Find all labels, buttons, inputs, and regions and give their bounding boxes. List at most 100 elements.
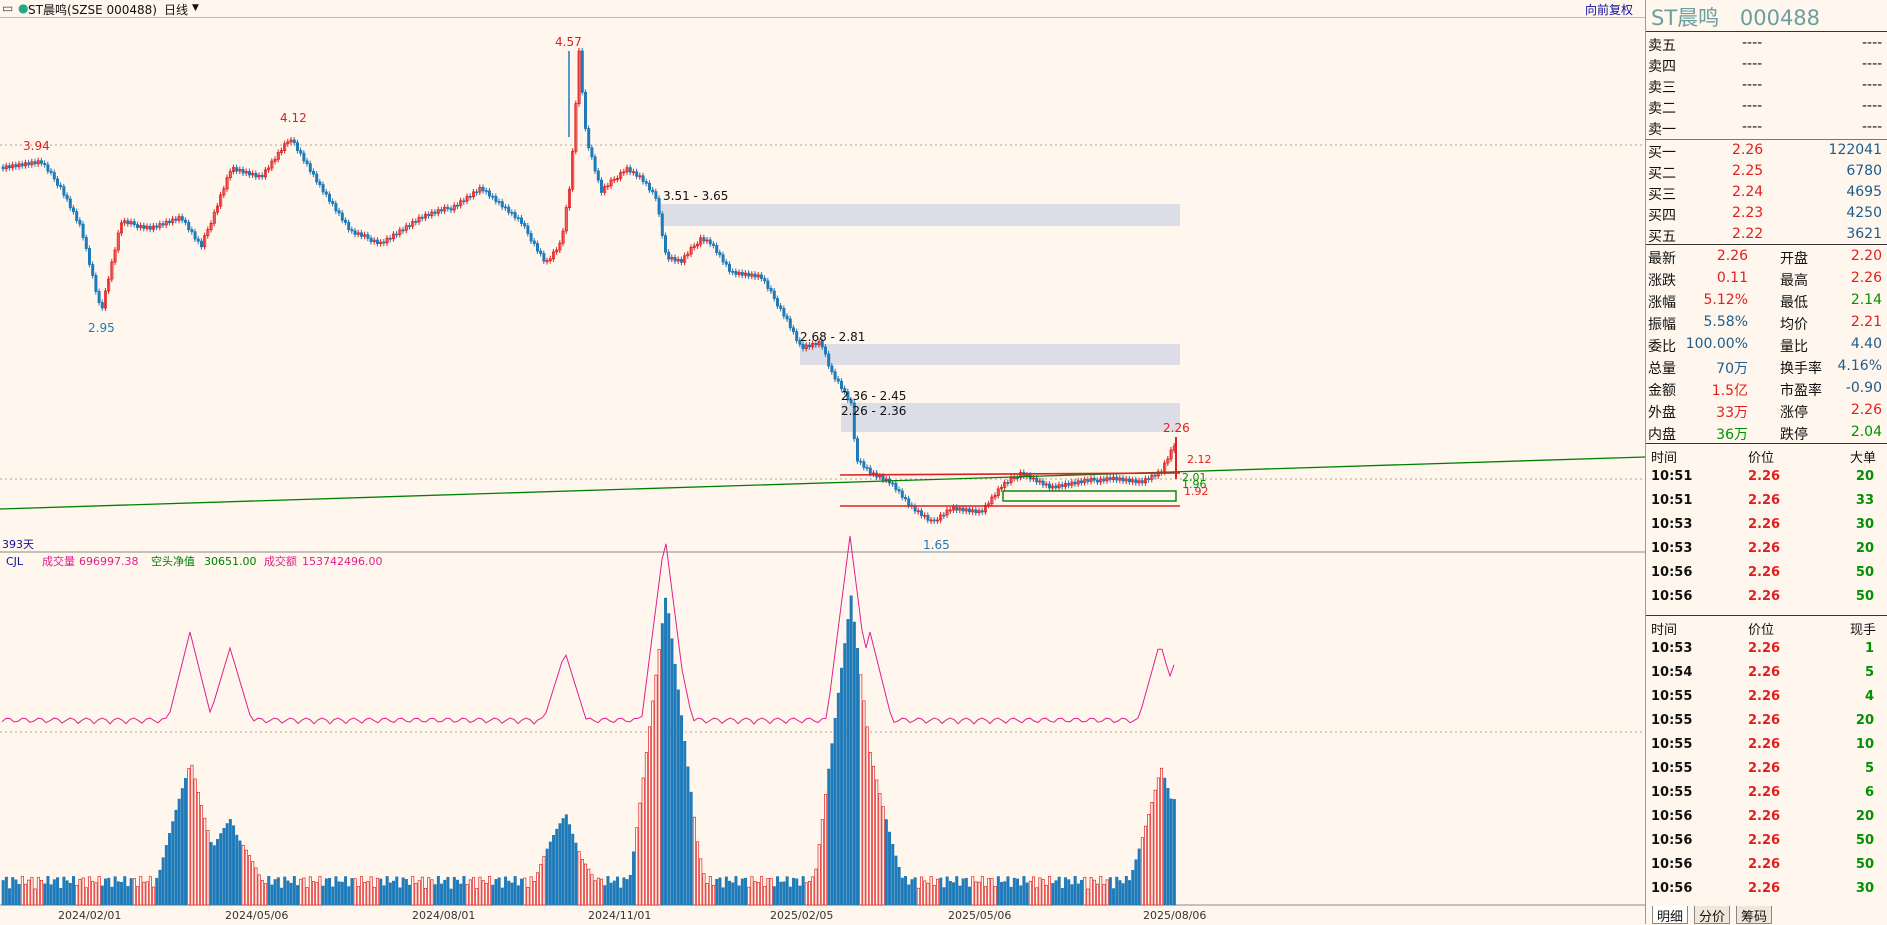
window-icon[interactable]: ▭ <box>2 1 14 15</box>
volume-bar <box>97 876 101 906</box>
volume-bar <box>820 819 824 906</box>
volume-bar <box>990 878 994 906</box>
volume-bar <box>1076 883 1080 906</box>
item-volume: 6 <box>1864 785 1874 800</box>
volume-bar <box>468 879 472 906</box>
volume-bar <box>750 876 754 906</box>
candle <box>753 273 757 278</box>
price-label-high: 4.12 <box>280 111 307 125</box>
candle <box>718 252 722 256</box>
volume-bar <box>225 823 229 906</box>
list-item[interactable]: 10:53 2.26 1 <box>1646 638 1887 662</box>
candle <box>276 152 280 160</box>
candle <box>705 239 709 242</box>
candle <box>641 175 645 183</box>
volume-bar <box>1054 880 1058 906</box>
candle <box>241 169 245 174</box>
candle <box>638 175 642 178</box>
volume-bar <box>1163 777 1167 906</box>
candle <box>878 475 882 478</box>
volume-bar <box>980 876 984 906</box>
indicator-name[interactable]: CJL <box>6 555 24 568</box>
volume-bar <box>1070 884 1074 906</box>
kline-chart[interactable]: 3.94 4.12 4.57 2.95 1.65 2.26 3.51 - 3.6… <box>0 17 1645 924</box>
candle <box>1124 478 1128 482</box>
candle <box>174 218 178 221</box>
stat-label: 金额 <box>1648 383 1676 399</box>
volume-bar <box>785 876 789 906</box>
adjust-mode[interactable]: 向前复权 <box>1585 3 1634 17</box>
candle <box>49 170 53 173</box>
chart-canvas[interactable]: 3.94 4.12 4.57 2.95 1.65 2.26 3.51 - 3.6… <box>0 17 1645 924</box>
list-item[interactable]: 10:51 2.26 33 <box>1646 490 1887 514</box>
volume-bar <box>699 858 703 906</box>
tab-price[interactable]: 分价 <box>1694 906 1731 925</box>
level-label: 1.92 <box>1184 485 1209 498</box>
tab-detail[interactable]: 明细 <box>1652 906 1689 925</box>
candle <box>769 288 773 292</box>
candle <box>600 179 604 193</box>
candle <box>747 272 751 277</box>
period-select[interactable]: 日线 <box>164 3 189 17</box>
candle <box>315 173 319 183</box>
list-item[interactable]: 10:51 2.26 20 <box>1646 466 1887 490</box>
list-item[interactable]: 10:55 2.26 10 <box>1646 734 1887 758</box>
candle <box>670 257 674 260</box>
candle <box>811 342 815 348</box>
list-item[interactable]: 10:55 2.26 20 <box>1646 710 1887 734</box>
candle <box>977 510 981 514</box>
candle <box>1153 474 1157 477</box>
candle <box>728 263 732 272</box>
list-item[interactable]: 10:55 2.26 6 <box>1646 782 1887 806</box>
volume-bar <box>894 855 898 906</box>
volume-bar <box>680 715 684 906</box>
tab-chips[interactable]: 筹码 <box>1736 906 1773 925</box>
candle <box>180 216 184 221</box>
volume-bar <box>776 876 780 906</box>
candle <box>193 231 197 240</box>
volume-bar <box>209 842 213 906</box>
candle <box>952 506 956 511</box>
list-item[interactable]: 10:55 2.26 4 <box>1646 686 1887 710</box>
candle <box>593 156 597 172</box>
volume-bar <box>1172 799 1176 906</box>
candle <box>126 220 130 225</box>
list-item[interactable]: 10:53 2.26 20 <box>1646 538 1887 562</box>
candle <box>1096 479 1100 483</box>
candle <box>616 177 620 180</box>
candle <box>203 235 207 248</box>
list-item[interactable]: 10:55 2.26 5 <box>1646 758 1887 782</box>
list-item[interactable]: 10:56 2.26 20 <box>1646 806 1887 830</box>
list-item[interactable]: 10:56 2.26 30 <box>1646 878 1887 902</box>
list-item[interactable]: 10:54 2.26 5 <box>1646 662 1887 686</box>
list-item[interactable]: 10:56 2.26 50 <box>1646 854 1887 878</box>
candle <box>388 237 392 240</box>
chevron-down-icon[interactable]: ▼ <box>192 3 199 13</box>
volume-bar <box>164 845 168 906</box>
level-label: 2.01 <box>1182 471 1207 484</box>
list-item[interactable]: 10:56 2.26 50 <box>1646 562 1887 586</box>
volume-bar <box>648 726 652 906</box>
candle <box>379 241 383 244</box>
volume-bar <box>804 882 808 906</box>
list-item[interactable]: 10:56 2.26 50 <box>1646 586 1887 610</box>
volume-bar <box>401 877 405 906</box>
volume-bar <box>324 878 328 906</box>
volume-bar <box>552 835 556 906</box>
candle <box>1137 480 1141 484</box>
candle <box>289 139 293 143</box>
list-item[interactable]: 10:53 2.26 30 <box>1646 514 1887 538</box>
volume-bar <box>1060 888 1064 906</box>
candle <box>664 235 668 253</box>
candle <box>673 257 677 262</box>
stat-label: 涨幅 <box>1648 295 1676 311</box>
candle <box>356 232 360 235</box>
stat-label: 换手率 <box>1780 361 1822 377</box>
list-item[interactable]: 10:56 2.26 50 <box>1646 830 1887 854</box>
volume-bar <box>123 876 127 906</box>
volume-bar <box>660 623 664 906</box>
candle <box>302 152 306 162</box>
volume-bar <box>52 879 56 906</box>
candle <box>523 223 527 227</box>
candle <box>452 204 456 211</box>
